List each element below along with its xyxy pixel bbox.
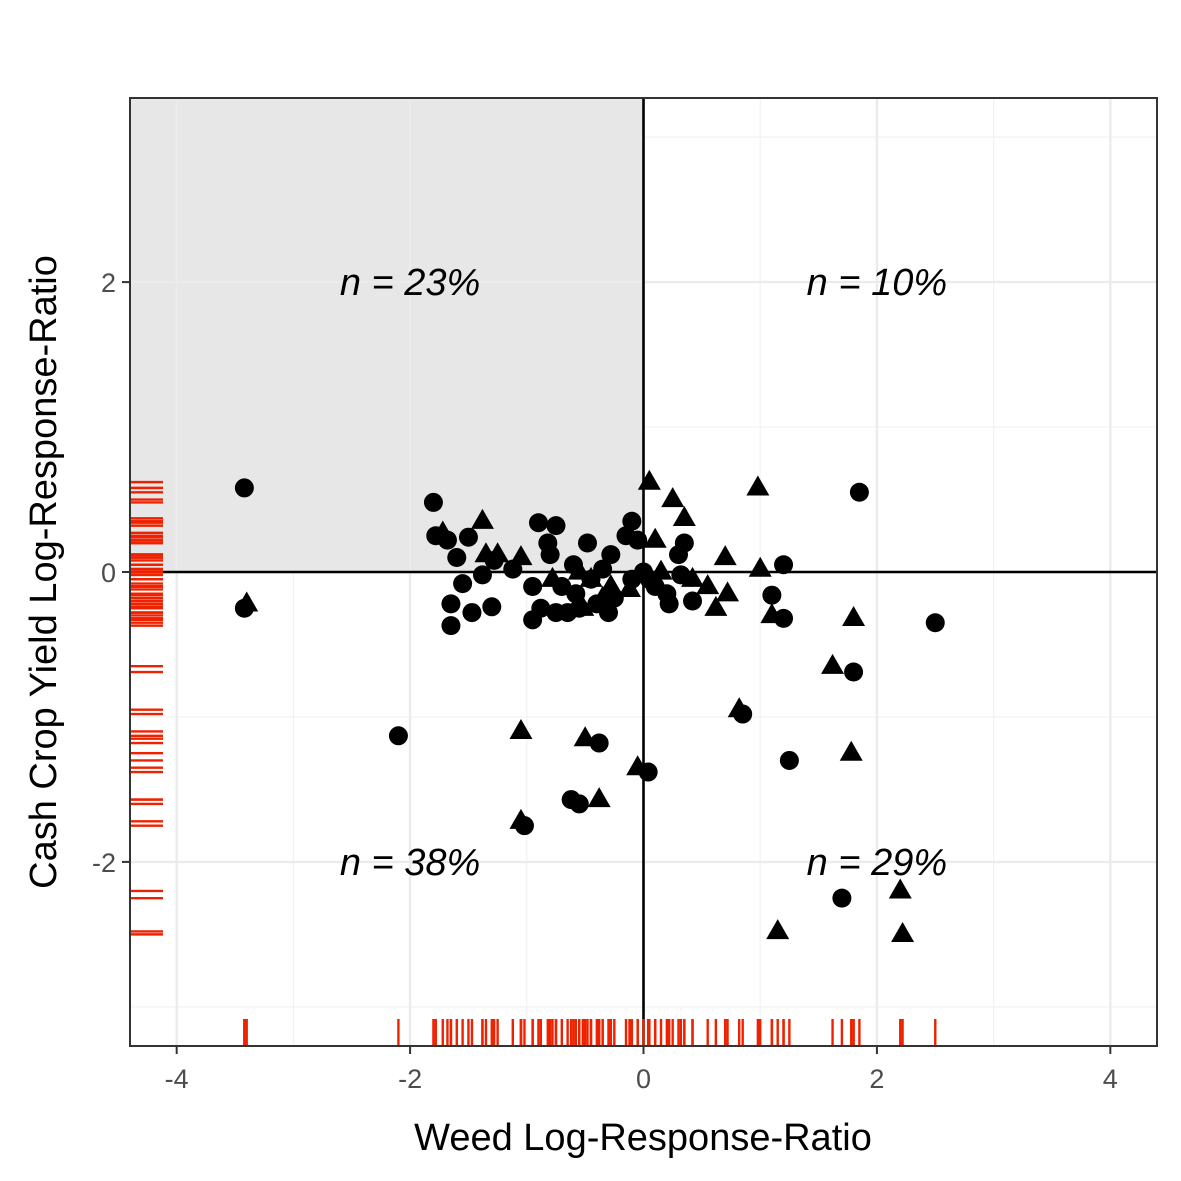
x-tick-label: 0 [636,1064,651,1094]
triangle-point [716,581,740,602]
triangle-point [766,919,790,940]
triangle-point [661,487,685,508]
circle-point [849,482,869,502]
triangle-point [486,542,510,563]
triangle-point [637,469,661,490]
x-rug [243,1019,937,1046]
circle-point [441,616,461,636]
triangle-point [470,508,494,529]
triangle-point [509,719,533,740]
triangle-point [760,603,784,624]
circle-point [577,533,597,553]
y-rug [130,480,163,936]
circle-point [453,574,473,594]
circle-point [388,726,408,746]
circle-point [528,513,548,533]
circle-point [523,576,543,596]
triangle-point [748,556,772,577]
circle-point [774,608,794,628]
circle-point [423,492,443,512]
data-points [234,469,945,942]
circle-point [569,794,589,814]
y-tick-label: -2 [92,848,116,878]
triangle-point [891,921,915,942]
triangle-point [649,559,673,580]
circle-point [925,613,945,633]
x-axis-title: Weed Log-Response-Ratio [414,1117,872,1159]
circle-point [531,598,551,618]
triangle-point [540,566,564,587]
y-axis-ticks: -2 0 2 [92,268,130,878]
quadrant-annotation: n = 38% [340,842,481,884]
triangle-point [696,574,720,595]
circle-point [659,594,679,614]
triangle-point [713,545,737,566]
triangle-point [599,574,623,595]
triangle-point [681,566,705,587]
quadrant-annotation: n = 10% [807,262,948,304]
circle-point [601,545,621,565]
circle-point [472,565,492,585]
triangle-point [727,697,751,718]
triangle-point [579,566,603,587]
quadrant-annotation: n = 23% [340,262,481,304]
triangle-point [746,475,770,496]
circle-point [598,603,618,623]
x-tick-label: -2 [398,1064,422,1094]
triangle-point [643,527,667,548]
triangle-point [509,808,533,829]
shaded-quadrant [130,98,644,572]
triangle-point [704,595,728,616]
triangle-point [587,787,611,808]
triangle-point [617,576,641,597]
triangle-point [509,545,533,566]
circle-point [458,527,478,547]
quadrant-annotations: n = 23% n = 10% n = 38% n = 29% [340,262,947,884]
triangle-point [888,878,912,899]
circle-point [482,597,502,617]
x-axis-ticks: -4 -2 0 2 4 [165,1046,1118,1094]
circle-point [622,511,642,531]
circle-point [462,603,482,623]
y-tick-label: 0 [101,558,116,588]
x-tick-label: 2 [869,1064,884,1094]
circle-point [683,591,703,611]
circle-point [832,888,852,908]
circle-point [546,516,566,536]
circle-point [540,545,560,565]
triangle-point [573,726,597,747]
circle-point [589,733,609,753]
triangle-point [626,755,650,776]
triangle-point [431,520,455,541]
circle-point [774,555,794,575]
y-tick-label: 2 [101,268,116,298]
triangle-point [591,585,615,606]
triangle-point [821,653,845,674]
triangle-point [571,595,595,616]
circle-point [762,585,782,605]
triangle-point [672,505,696,526]
circle-point [779,750,799,770]
circle-point [447,548,467,568]
circle-point [566,584,586,604]
quadrant-annotation: n = 29% [807,842,948,884]
triangle-point [839,740,863,761]
circle-point [593,559,613,579]
x-tick-label: -4 [165,1064,189,1094]
circle-point [628,530,648,550]
circle-point [674,533,694,553]
y-axis-title: Cash Crop Yield Log-Response-Ratio [23,255,65,889]
circle-point [234,478,254,498]
circle-point [844,662,864,682]
x-tick-label: 4 [1103,1064,1118,1094]
triangle-point [567,559,591,580]
circle-point [441,594,461,614]
triangle-point [842,605,866,626]
triangle-point [235,591,259,612]
